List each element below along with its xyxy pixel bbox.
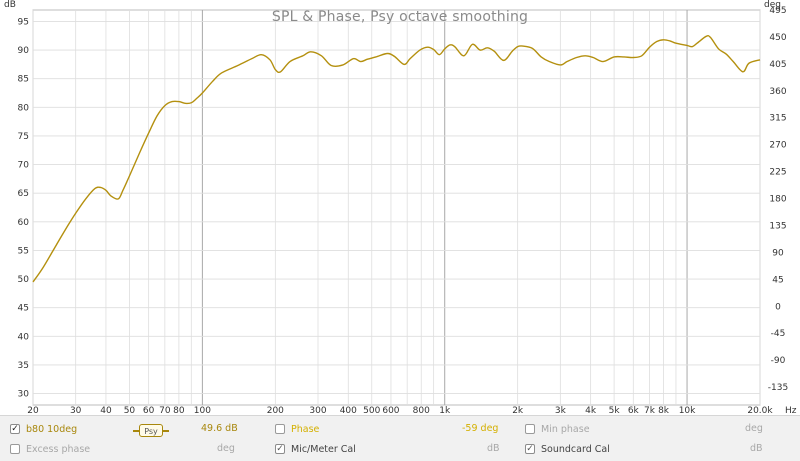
y-left-tick-label: 75 bbox=[18, 132, 29, 142]
y-left-tick-label: 85 bbox=[18, 75, 29, 85]
x-tick-label: 7k bbox=[644, 406, 656, 415]
y-right-tick-label: 360 bbox=[769, 87, 786, 97]
x-tick-label: 80 bbox=[173, 406, 185, 415]
y-right-tick-label: -45 bbox=[771, 329, 786, 339]
x-tick-label: 40 bbox=[100, 406, 112, 415]
y-left-tick-label: 70 bbox=[18, 161, 30, 171]
legend-item-min-phase[interactable]: Min phase bbox=[525, 420, 590, 438]
y-right-tick-label: 270 bbox=[769, 141, 786, 151]
min-phase-unit: deg bbox=[745, 423, 763, 434]
right-axis-unit: deg bbox=[764, 0, 781, 10]
y-left-tick-label: 45 bbox=[18, 304, 29, 314]
mic-meter-cal-checkbox[interactable]: ✓ bbox=[275, 444, 285, 454]
spl-phase-chart: 30 35 40 45 50 55 60 65 70 75 80 85 90 95 -135 -90 -45 0 4… bbox=[4, 0, 797, 415]
line-swatch-left bbox=[133, 430, 139, 432]
legend-item-soundcard-cal[interactable]: ✓ Soundcard Cal bbox=[525, 440, 610, 458]
x-tick-label: 4k bbox=[585, 406, 597, 415]
y-left-tick-label: 95 bbox=[18, 17, 29, 27]
left-axis-unit: dB bbox=[4, 0, 16, 10]
grid-lines bbox=[32, 10, 761, 405]
line-swatch-right bbox=[163, 430, 169, 432]
y-right-tick-label: 225 bbox=[769, 168, 786, 178]
phase-label: Phase bbox=[291, 423, 320, 435]
x-tick-label: 400 bbox=[340, 406, 357, 415]
x-tick-label: 1k bbox=[439, 406, 451, 415]
x-tick-label: 800 bbox=[413, 406, 430, 415]
soundcard-cal-label: Soundcard Cal bbox=[541, 443, 610, 455]
x-tick-label: 100 bbox=[194, 406, 211, 415]
y-right-tick-label: 135 bbox=[769, 221, 786, 231]
y-right-tick-label: 0 bbox=[775, 302, 781, 312]
y-left-tick-label: 35 bbox=[18, 361, 29, 371]
x-tick-label: 20 bbox=[27, 406, 39, 415]
phase-value: -59 deg bbox=[462, 423, 499, 434]
series-line-b80-10deg bbox=[32, 35, 761, 283]
min-phase-checkbox[interactable] bbox=[525, 424, 535, 434]
y-left-tick-label: 90 bbox=[18, 46, 30, 56]
x-tick-label: 60 bbox=[143, 406, 155, 415]
excess-phase-label: Excess phase bbox=[26, 443, 91, 455]
legend-item-phase[interactable]: Phase bbox=[275, 420, 319, 438]
x-tick-label: 600 bbox=[382, 406, 399, 415]
y-right-tick-label: 45 bbox=[772, 275, 783, 285]
y-right-tick-label: 450 bbox=[769, 33, 786, 43]
mic-meter-cal-unit: dB bbox=[487, 443, 500, 454]
phase-checkbox[interactable] bbox=[275, 424, 285, 434]
legend-item-excess-phase[interactable]: Excess phase bbox=[10, 440, 90, 458]
excess-phase-unit: deg bbox=[217, 443, 235, 454]
legend-panel: ✓ b80 10deg Phase Min phase Excess phase… bbox=[0, 415, 800, 461]
min-phase-label: Min phase bbox=[541, 423, 590, 435]
measurement-checkbox[interactable]: ✓ bbox=[10, 424, 20, 434]
x-tick-label: 300 bbox=[309, 406, 326, 415]
x-tick-label: 8k bbox=[658, 406, 670, 415]
y-right-tick-label: 315 bbox=[769, 114, 786, 124]
y-left-tick-label: 60 bbox=[18, 218, 30, 228]
y-right-tick-label: -90 bbox=[771, 356, 786, 366]
measurement-value: 49.6 dB bbox=[201, 423, 238, 434]
legend-item-mic-meter-cal[interactable]: ✓ Mic/Meter Cal bbox=[275, 440, 356, 458]
x-tick-label: 5k bbox=[609, 406, 621, 415]
excess-phase-checkbox[interactable] bbox=[10, 444, 20, 454]
y-left-tick-label: 65 bbox=[18, 189, 29, 199]
y-right-tick-label: -135 bbox=[768, 383, 788, 393]
x-tick-label: 6k bbox=[628, 406, 640, 415]
x-tick-label: 50 bbox=[124, 406, 136, 415]
y-right-tick-label: 495 bbox=[769, 6, 786, 16]
x-tick-label: 30 bbox=[70, 406, 82, 415]
x-tick-label: 2k bbox=[512, 406, 524, 415]
x-tick-label: 20.0k bbox=[747, 406, 773, 415]
x-tick-label: 500 bbox=[363, 406, 380, 415]
y-left-tick-label: 50 bbox=[18, 275, 30, 285]
x-tick-label: 10k bbox=[679, 406, 696, 415]
plot-area bbox=[32, 9, 761, 406]
y-left-tick-label: 80 bbox=[18, 103, 30, 113]
legend-item-measurement[interactable]: ✓ b80 10deg bbox=[10, 420, 77, 438]
chart-title: SPL & Phase, Psy octave smoothing bbox=[272, 9, 528, 25]
x-tick-label: 70 bbox=[159, 406, 171, 415]
measurement-label: b80 10deg bbox=[26, 423, 78, 435]
y-right-tick-label: 90 bbox=[772, 248, 784, 258]
soundcard-cal-checkbox[interactable]: ✓ bbox=[525, 444, 535, 454]
y-left-tick-label: 40 bbox=[18, 332, 30, 342]
y-right-tick-label: 180 bbox=[769, 195, 786, 205]
x-axis-unit: Hz bbox=[785, 406, 797, 415]
axis-tick-labels: 30 35 40 45 50 55 60 65 70 75 80 85 90 95 -135 -90 -45 0 4… bbox=[18, 6, 789, 415]
mic-meter-cal-label: Mic/Meter Cal bbox=[291, 443, 356, 455]
y-left-tick-label: 55 bbox=[18, 246, 29, 256]
x-tick-label: 3k bbox=[555, 406, 567, 415]
smoothing-badge[interactable]: Psy bbox=[139, 424, 163, 437]
soundcard-cal-unit: dB bbox=[750, 443, 763, 454]
y-right-tick-label: 405 bbox=[769, 60, 786, 70]
y-left-tick-label: 30 bbox=[18, 390, 30, 400]
x-tick-label: 200 bbox=[267, 406, 284, 415]
